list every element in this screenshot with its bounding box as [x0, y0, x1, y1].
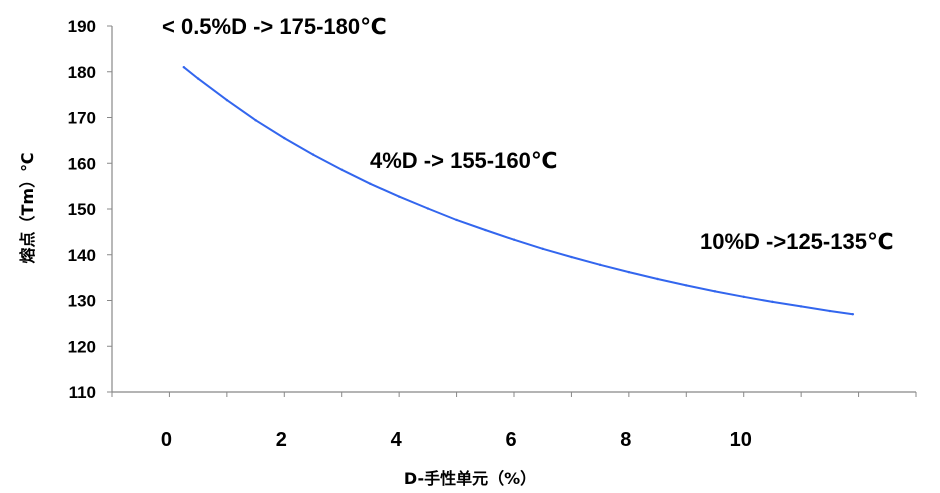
data-point	[656, 277, 659, 281]
y-tick-label: 160	[68, 154, 96, 173]
data-point	[283, 136, 286, 140]
x-axis-label: D-手性单元（%）	[404, 469, 536, 488]
data-point	[713, 290, 717, 293]
x-tick-label: 0	[161, 429, 172, 451]
data-point	[484, 228, 487, 232]
data-point	[311, 153, 315, 156]
series-points	[182, 65, 855, 316]
data-point	[541, 247, 544, 251]
data-point	[225, 98, 229, 102]
data-point	[771, 300, 774, 304]
x-ticks: 0 2 4 6 8 10	[111, 392, 917, 451]
data-point	[512, 238, 516, 241]
y-tick-label: 110	[69, 383, 96, 402]
y-tick-label: 140	[68, 246, 96, 265]
data-point	[182, 65, 185, 69]
data-point	[426, 207, 430, 210]
y-tick-label: 150	[68, 200, 96, 219]
annotation-high-d: 10%D ->125-135℃	[700, 229, 894, 254]
annotation-low-d: < 0.5%D -> 175-180℃	[162, 14, 387, 39]
data-point	[598, 263, 602, 267]
annotation-mid-d: 4%D -> 155-160℃	[370, 148, 557, 173]
y-axis-label: 熔点（Tm）℃	[18, 153, 37, 264]
series-line	[183, 66, 853, 316]
data-point	[627, 270, 631, 274]
data-point	[685, 284, 688, 287]
axes	[111, 26, 916, 393]
x-tick-label: 10	[730, 429, 752, 451]
x-tick-label: 8	[620, 429, 631, 451]
data-point	[828, 309, 832, 313]
y-tick-label: 130	[68, 292, 96, 311]
data-point	[570, 255, 573, 259]
data-point	[369, 182, 372, 186]
x-tick-label: 4	[391, 429, 403, 451]
y-tick-label: 170	[68, 109, 96, 128]
data-point	[196, 77, 200, 80]
x-tick-label: 6	[505, 429, 516, 451]
data-point	[340, 168, 343, 171]
data-point	[799, 305, 803, 308]
y-tick-label: 180	[68, 63, 96, 82]
y-tick-label: 120	[68, 337, 96, 356]
data-point	[851, 313, 855, 316]
data-point	[397, 195, 401, 198]
y-tick-label: 190	[68, 17, 96, 36]
y-ticks: 110 120 130 140 150 160 170 180 190	[68, 17, 112, 402]
data-point	[742, 295, 745, 299]
data-point	[455, 218, 458, 222]
x-tick-label: 2	[276, 429, 287, 451]
data-point	[254, 119, 257, 122]
